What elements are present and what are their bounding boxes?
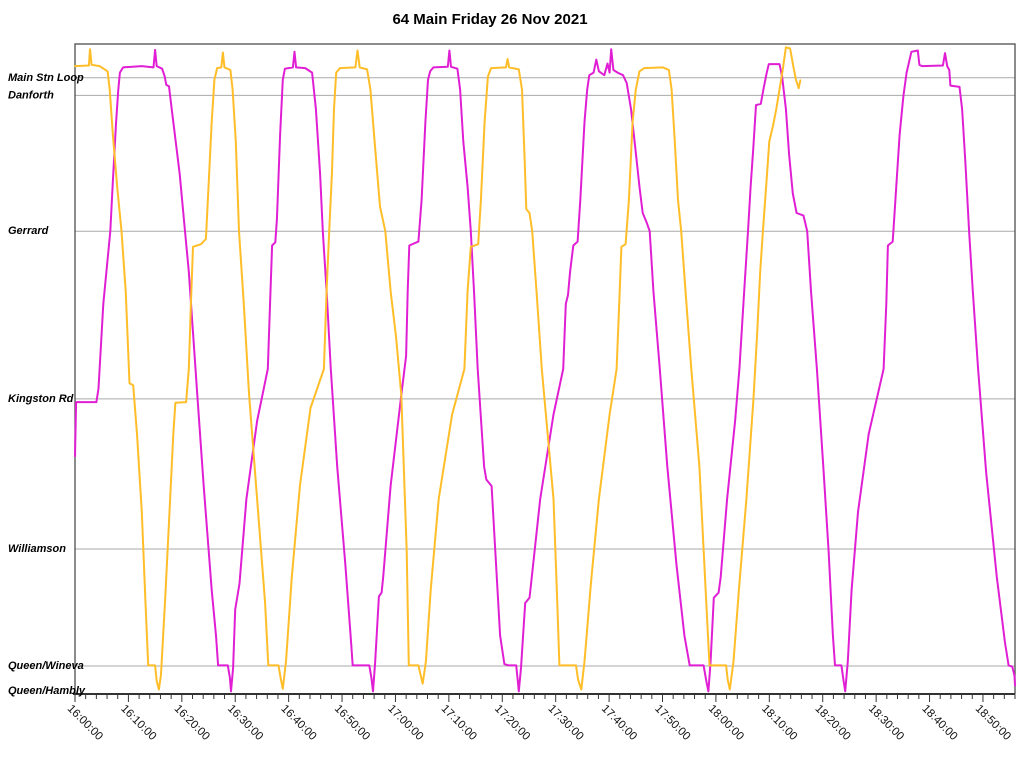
x-tick-label: 18:50:00 bbox=[973, 703, 1013, 743]
station-label: Williamson bbox=[8, 543, 66, 555]
x-tick-label: 16:10:00 bbox=[118, 703, 158, 743]
station-label: Gerrard bbox=[8, 225, 49, 237]
station-label: Queen/Hambly bbox=[8, 685, 86, 697]
x-tick-label: 17:00:00 bbox=[385, 703, 425, 743]
station-label: Main Stn Loop bbox=[8, 72, 84, 84]
x-tick-label: 16:40:00 bbox=[278, 703, 318, 743]
chart-title: 64 Main Friday 26 Nov 2021 bbox=[392, 11, 588, 28]
x-tick-label: 18:20:00 bbox=[813, 703, 853, 743]
x-tick-label: 18:10:00 bbox=[759, 703, 799, 743]
x-tick-label: 18:00:00 bbox=[706, 703, 746, 743]
x-tick-label: 17:30:00 bbox=[545, 703, 585, 743]
x-tick-label: 18:30:00 bbox=[866, 703, 906, 743]
station-label: Kingston Rd bbox=[8, 393, 74, 405]
series-line-run_magenta bbox=[74, 48, 1016, 693]
x-tick-label: 17:20:00 bbox=[492, 703, 532, 743]
x-tick-label: 16:50:00 bbox=[332, 703, 372, 743]
x-tick-label: 17:40:00 bbox=[599, 703, 639, 743]
x-tick-label: 16:20:00 bbox=[172, 703, 212, 743]
x-tick-label: 16:30:00 bbox=[225, 703, 265, 743]
x-tick-label: 18:40:00 bbox=[919, 703, 959, 743]
x-tick-label: 16:00:00 bbox=[65, 703, 105, 743]
plot-border bbox=[74, 43, 1016, 695]
x-tick-label: 17:50:00 bbox=[652, 703, 692, 743]
x-tick-label: 17:10:00 bbox=[439, 703, 479, 743]
station-label: Danforth bbox=[8, 89, 54, 101]
station-label: Queen/Wineva bbox=[8, 660, 84, 672]
series-line-run_amber bbox=[74, 46, 802, 691]
